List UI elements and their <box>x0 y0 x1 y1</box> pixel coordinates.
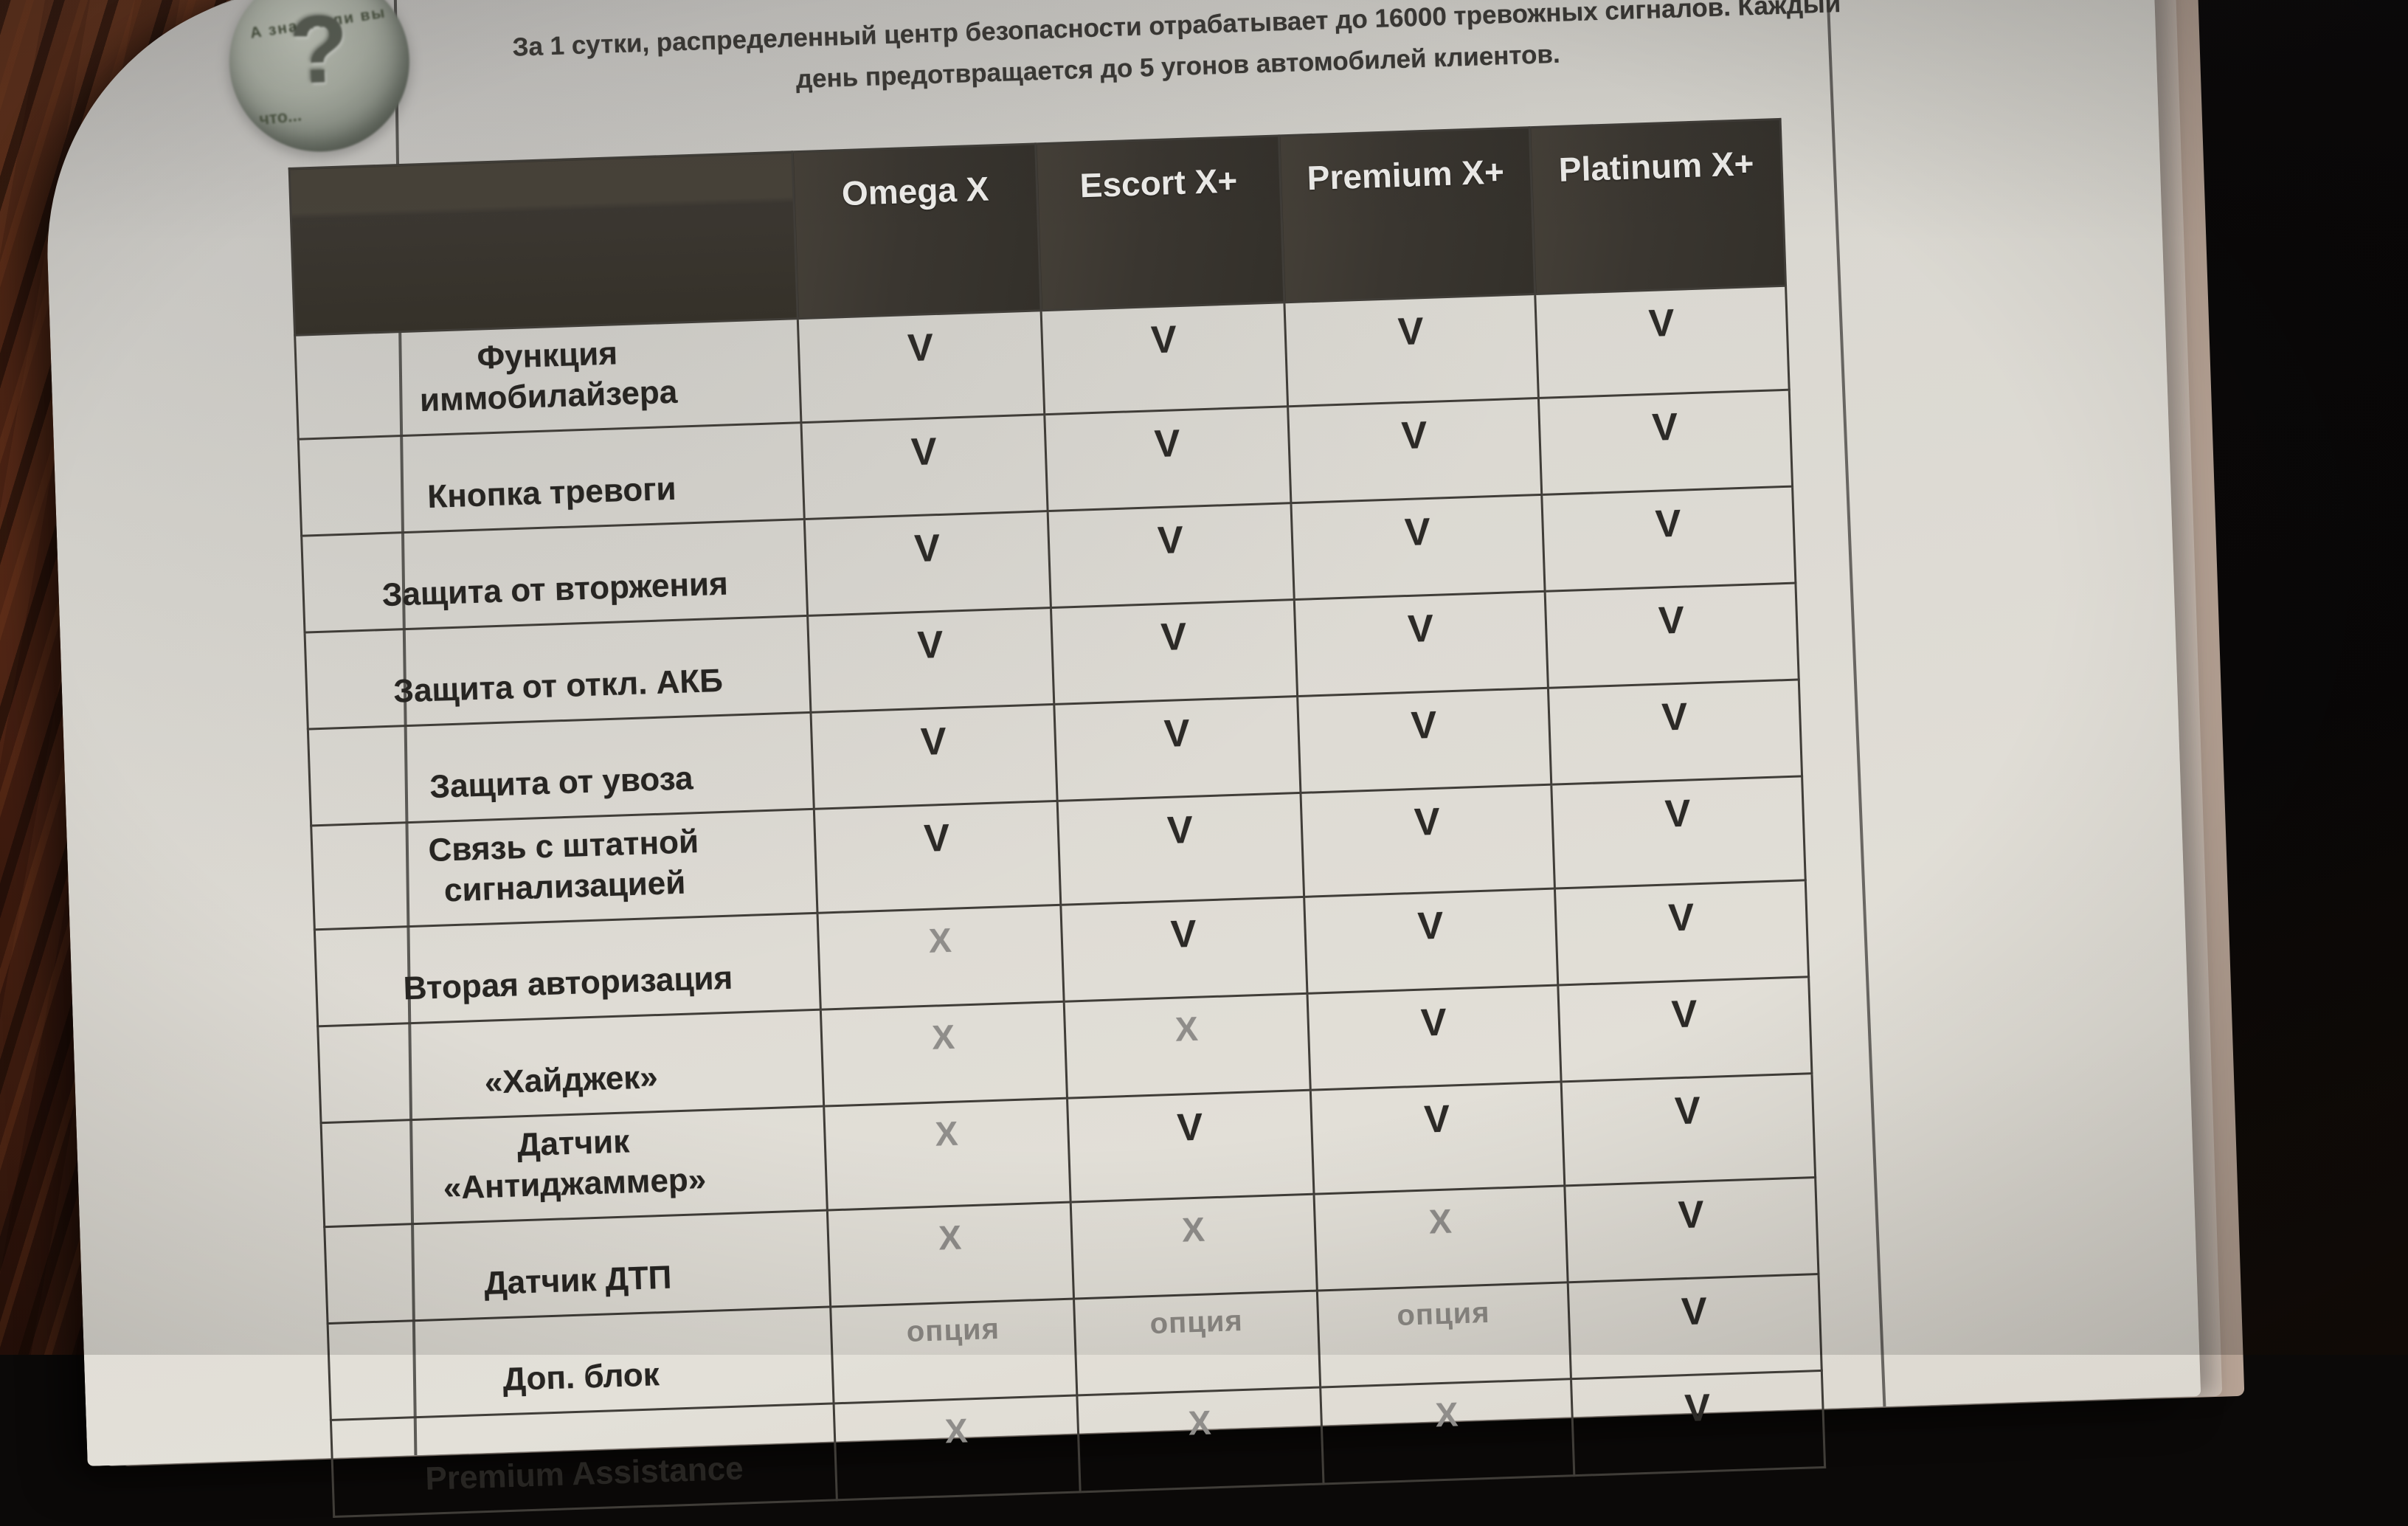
page-margin-line-right <box>1824 0 1886 1407</box>
feature-value-cell: X <box>820 1001 1068 1107</box>
col-header-omega-x: Omega X <box>792 143 1042 319</box>
intro-text: За 1 сутки, распределенный центр безопас… <box>454 0 1902 111</box>
col-header-escort-x: Escort X+ <box>1035 135 1284 311</box>
feature-value-cell: X <box>1313 1185 1568 1291</box>
feature-value-cell: V <box>1290 494 1546 600</box>
feature-value-cell: V <box>1304 888 1558 994</box>
feature-value-cell: V <box>1294 591 1549 697</box>
feature-value-cell: V <box>1297 688 1551 793</box>
feature-value-cell: V <box>1287 398 1542 503</box>
badge-caption-bottom: что... <box>258 105 303 129</box>
feature-value-cell: V <box>1568 1274 1822 1379</box>
feature-value-cell: X <box>1076 1387 1324 1492</box>
feature-value-cell: X <box>834 1395 1081 1500</box>
feature-label: Вторая авторизация <box>314 913 821 1026</box>
feature-value-cell: V <box>810 704 1058 809</box>
feature-value-cell: V <box>1300 784 1555 897</box>
feature-value-cell: V <box>1557 976 1812 1082</box>
feature-value-cell: V <box>1054 696 1301 801</box>
feature-value-cell: V <box>1067 1090 1314 1203</box>
feature-value-cell: X <box>823 1098 1071 1211</box>
feature-value-cell: V <box>1041 302 1288 415</box>
feature-label: Датчик ДТП <box>324 1210 831 1324</box>
col-header-platinum-x: Platinum X+ <box>1529 119 1786 294</box>
feature-label: Связь с штатной сигнализацией <box>311 809 817 930</box>
corner-header-cell <box>289 151 798 336</box>
feature-value-cell: V <box>798 310 1045 423</box>
feature-label: Защита от откл. АКБ <box>305 615 811 730</box>
feature-value-cell: опция <box>830 1299 1077 1404</box>
feature-value-cell: V <box>804 511 1051 616</box>
comparison-table: Omega X Escort X+ Premium X+ Platinum X+… <box>288 118 1827 1518</box>
feature-value-cell: V <box>1541 486 1796 592</box>
did-you-know-badge: А знаете ли вы ? что... <box>226 0 412 155</box>
feature-value-cell: V <box>1545 583 1799 688</box>
question-mark-icon: ? <box>288 0 350 104</box>
feature-value-cell: V <box>1551 776 1806 889</box>
feature-label: «Хайджек» <box>317 1009 824 1123</box>
feature-value-cell: V <box>1310 1081 1565 1195</box>
feature-value-cell: V <box>1284 294 1539 407</box>
feature-label: Доп. блок <box>328 1306 834 1420</box>
feature-label: Функция иммобилайзера <box>294 318 801 440</box>
feature-value-cell: V <box>814 801 1061 914</box>
feature-value-cell: V <box>1057 793 1304 905</box>
feature-value-cell: V <box>1548 679 1802 785</box>
feature-value-cell: V <box>1538 390 1793 495</box>
feature-value-cell: V <box>1051 599 1298 705</box>
feature-value-cell: V <box>1564 1177 1819 1282</box>
feature-value-cell: V <box>1060 897 1307 1002</box>
feature-value-cell: X <box>817 905 1065 1010</box>
feature-value-cell: V <box>1044 406 1291 511</box>
feature-value-cell: опция <box>1317 1282 1571 1388</box>
feature-label: Premium Assistance <box>331 1403 837 1517</box>
feature-value-cell: V <box>1571 1370 1825 1476</box>
feature-value-cell: X <box>827 1202 1074 1307</box>
col-header-premium-x: Premium X+ <box>1279 127 1535 303</box>
feature-value-cell: V <box>1535 286 1790 398</box>
feature-label: Защита от вторжения <box>301 519 808 633</box>
paper-sheet: А знаете ли вы ? что... За 1 сутки, расп… <box>38 0 2201 1517</box>
feature-value-cell: V <box>800 414 1048 519</box>
feature-value-cell: X <box>1070 1194 1318 1299</box>
feature-label: Кнопка тревоги <box>298 422 805 536</box>
feature-value-cell: V <box>807 607 1054 713</box>
feature-label: Датчик «Антиджаммер» <box>321 1106 828 1227</box>
feature-value-cell: опция <box>1073 1291 1321 1395</box>
feature-value-cell: V <box>1561 1073 1816 1186</box>
feature-value-cell: X <box>1320 1378 1574 1484</box>
feature-value-cell: V <box>1307 985 1562 1091</box>
feature-label: Защита от увоза <box>308 712 814 826</box>
feature-value-cell: X <box>1064 993 1311 1099</box>
feature-value-cell: V <box>1554 880 1809 986</box>
feature-value-cell: V <box>1048 503 1295 608</box>
